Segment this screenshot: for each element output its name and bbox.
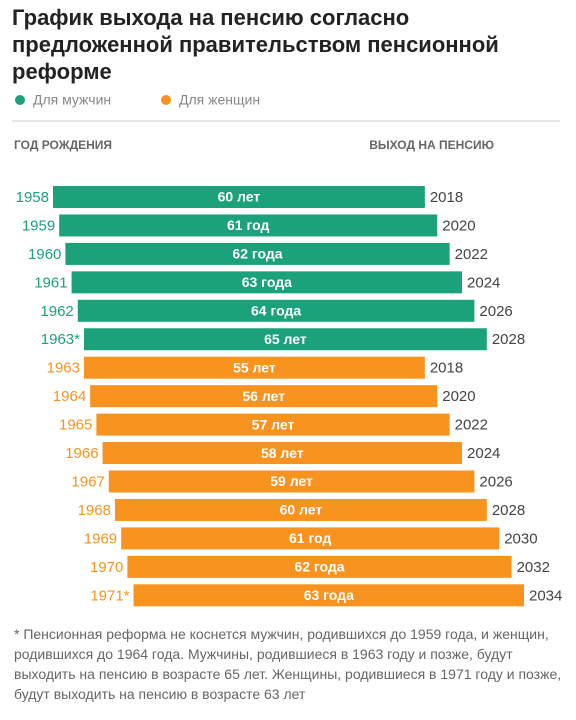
start-label: 1971* bbox=[90, 587, 129, 604]
value-label: 57 лет bbox=[252, 416, 295, 432]
value-label: 59 лет bbox=[270, 473, 313, 489]
bar bbox=[71, 271, 463, 294]
bar bbox=[90, 385, 438, 408]
value-label: 60 лет bbox=[280, 502, 323, 518]
value-label: 65 лет bbox=[264, 331, 307, 347]
value-label: 63 года bbox=[242, 274, 292, 290]
end-label: 2018 bbox=[430, 360, 463, 377]
end-label: 2026 bbox=[479, 473, 512, 490]
start-label: 1967 bbox=[71, 473, 104, 490]
value-label: 58 лет bbox=[261, 445, 304, 461]
value-label: 56 лет bbox=[242, 388, 285, 404]
value-label: 61 год bbox=[289, 530, 331, 546]
start-header: ГОД РОЖДЕНИЯ bbox=[14, 138, 112, 152]
start-label: 1963 bbox=[47, 360, 80, 377]
bar bbox=[114, 498, 487, 521]
bar bbox=[127, 555, 512, 578]
end-label: 2030 bbox=[504, 530, 537, 547]
legend-marker bbox=[161, 95, 171, 105]
start-label: 1970 bbox=[90, 559, 123, 576]
bar bbox=[133, 584, 524, 607]
end-label: 2020 bbox=[442, 388, 475, 405]
start-label: 1963* bbox=[41, 331, 80, 348]
value-label: 62 года bbox=[232, 246, 282, 262]
start-label: 1960 bbox=[28, 246, 61, 263]
start-label: 1964 bbox=[53, 388, 86, 405]
value-label: 61 год bbox=[227, 217, 269, 233]
end-label: 2032 bbox=[517, 559, 550, 576]
end-label: 2024 bbox=[467, 445, 500, 462]
bar bbox=[59, 214, 438, 237]
bar bbox=[77, 299, 475, 322]
legend-marker bbox=[15, 95, 25, 105]
value-label: 55 лет bbox=[233, 359, 276, 375]
end-label: 2018 bbox=[430, 189, 463, 206]
end-header: ВЫХОД НА ПЕНСИЮ bbox=[369, 138, 494, 152]
value-label: 60 лет bbox=[218, 189, 261, 205]
end-label: 2028 bbox=[492, 331, 525, 348]
bar bbox=[108, 470, 475, 493]
start-label: 1958 bbox=[16, 189, 49, 206]
value-label: 63 года bbox=[304, 587, 354, 603]
start-label: 1962 bbox=[40, 303, 73, 320]
end-label: 2020 bbox=[442, 217, 475, 234]
chart: ГОД РОЖДЕНИЯ ВЫХОД НА ПЕНСИЮ Для мужчин Д… bbox=[12, 92, 562, 607]
bar bbox=[96, 413, 450, 436]
start-label: 1965 bbox=[59, 417, 92, 434]
bar bbox=[83, 328, 487, 351]
bar bbox=[121, 527, 500, 550]
end-label: 2022 bbox=[455, 246, 488, 263]
bar bbox=[102, 442, 463, 465]
start-label: 1961 bbox=[34, 274, 67, 291]
legend-label: Для женщин bbox=[179, 92, 260, 108]
start-label: 1959 bbox=[22, 217, 55, 234]
bar bbox=[83, 356, 425, 379]
end-label: 2034 bbox=[529, 587, 562, 604]
end-label: 2028 bbox=[492, 502, 525, 519]
chart-title: График выхода на пенсию согласно предлож… bbox=[12, 5, 499, 84]
end-label: 2026 bbox=[479, 303, 512, 320]
footnote: * Пенсионная реформа не коснется мужчин,… bbox=[14, 626, 562, 702]
end-label: 2022 bbox=[455, 417, 488, 434]
start-label: 1968 bbox=[78, 502, 111, 519]
value-label: 62 года bbox=[294, 559, 344, 575]
value-label: 64 года bbox=[251, 303, 301, 319]
bar bbox=[53, 186, 425, 208]
end-label: 2024 bbox=[467, 274, 500, 291]
start-label: 1969 bbox=[84, 530, 117, 547]
legend-label: Для мужчин bbox=[33, 92, 111, 108]
bar bbox=[65, 242, 450, 265]
start-label: 1966 bbox=[65, 445, 98, 462]
